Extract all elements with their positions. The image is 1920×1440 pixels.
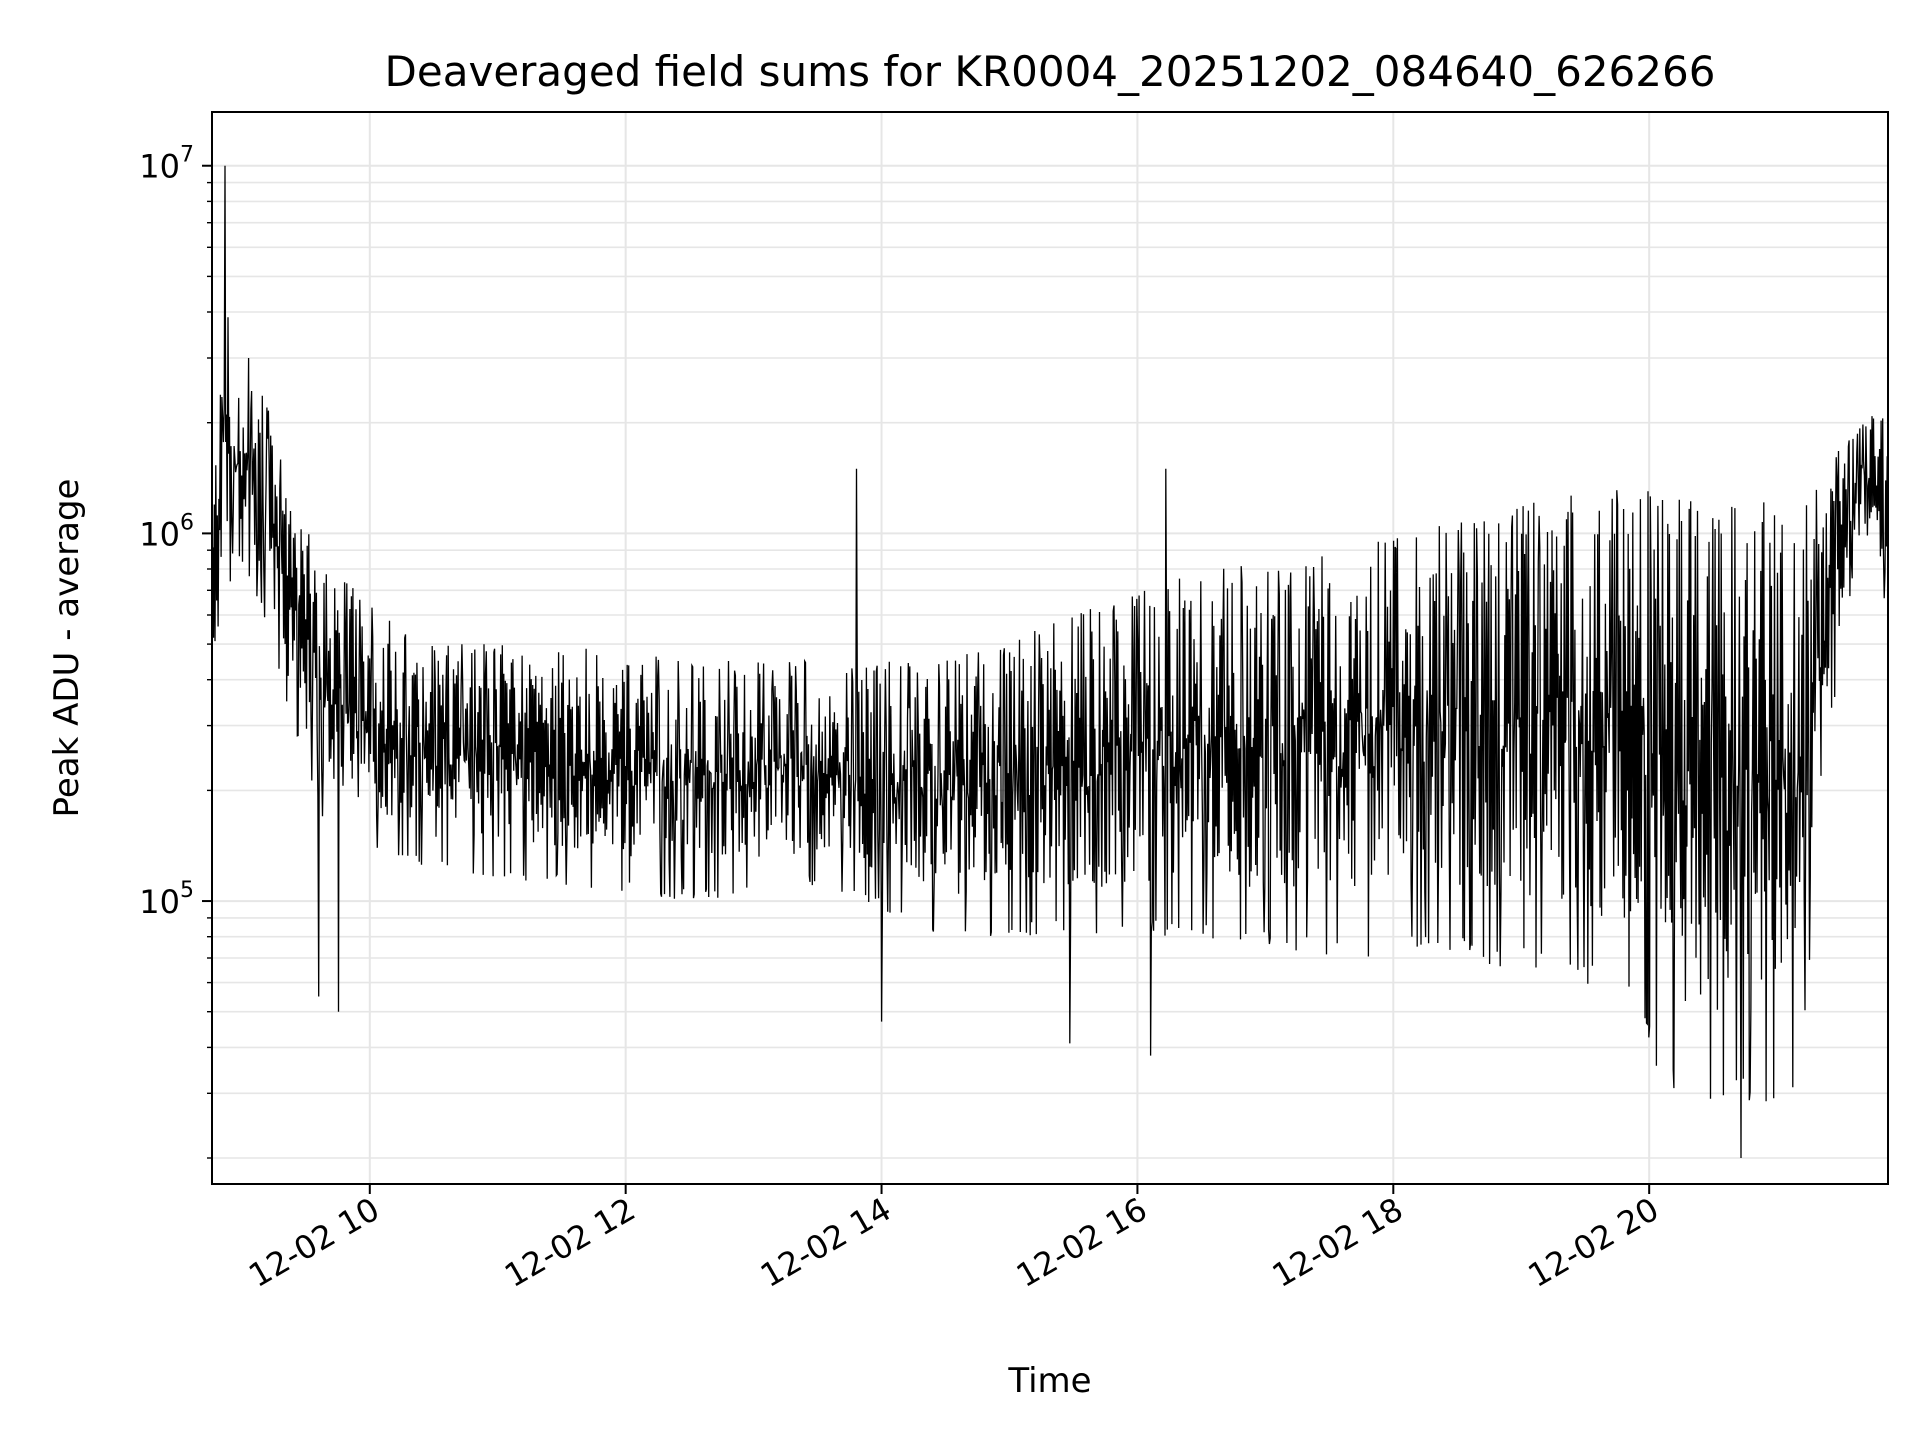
- series-trace: [211, 165, 1889, 1159]
- y-tick-label: 105: [139, 878, 194, 921]
- y-axis-label: Peak ADU - average: [47, 479, 87, 818]
- chart-title: Deaveraged field sums for KR0004_2025120…: [385, 47, 1716, 96]
- series-line: [211, 165, 1889, 1159]
- plot-frame: [211, 111, 1889, 1185]
- x-axis-label: Time: [1007, 1361, 1091, 1401]
- y-tick-label: 107: [139, 143, 194, 186]
- y-tick-label: 106: [139, 510, 194, 553]
